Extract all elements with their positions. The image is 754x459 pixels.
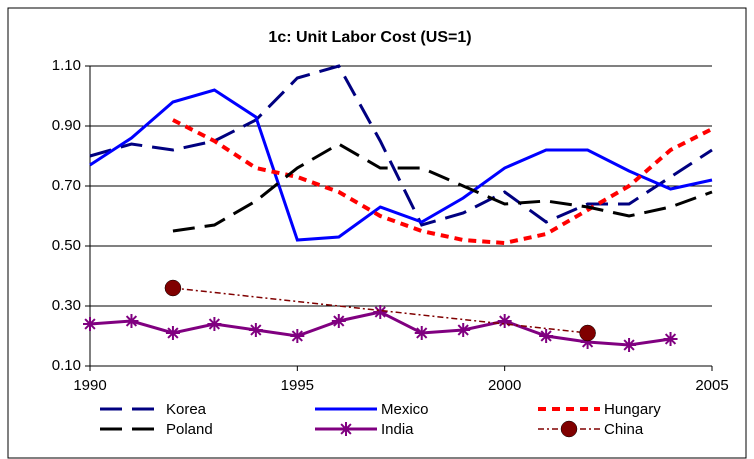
y-tick-label: 1.10 <box>52 57 81 74</box>
chart-border <box>7 7 747 459</box>
y-tick-label: 0.90 <box>52 117 81 134</box>
marker <box>579 324 596 342</box>
x-tick-label: 2005 <box>695 377 728 394</box>
y-tick-label: 0.50 <box>52 237 81 254</box>
marker <box>83 317 97 331</box>
chart-title: 1c: Unit Labor Cost (US=1) <box>268 29 471 46</box>
y-tick-label: 0.30 <box>52 297 81 314</box>
marker <box>331 314 346 328</box>
marker <box>414 326 429 340</box>
x-tick-label: 1990 <box>73 377 106 394</box>
marker <box>497 314 512 328</box>
marker <box>207 317 222 331</box>
marker <box>456 323 471 337</box>
marker <box>539 329 554 343</box>
series-line <box>89 88 713 242</box>
marker <box>622 338 637 352</box>
marker <box>580 335 595 349</box>
x-tick-label: 1995 <box>281 377 314 394</box>
legend-marker <box>339 422 353 436</box>
legend-label: China <box>604 421 644 438</box>
series-line <box>89 64 713 227</box>
marker <box>124 314 139 328</box>
x-tick-label: 2000 <box>488 377 521 394</box>
series-line <box>172 142 713 233</box>
y-tick-label: 0.10 <box>52 357 81 374</box>
series-line <box>172 118 713 246</box>
marker <box>290 329 305 343</box>
legend-marker <box>560 420 578 438</box>
marker <box>164 279 182 297</box>
marker <box>373 305 388 319</box>
legend-label: India <box>381 421 414 438</box>
legend-label: Poland <box>166 421 213 438</box>
marker <box>663 332 678 346</box>
legend-label: Korea <box>166 401 207 418</box>
marker <box>248 323 263 337</box>
legend-label: Mexico <box>381 401 429 418</box>
legend-label: Hungary <box>604 401 661 418</box>
marker <box>165 326 180 340</box>
y-tick-label: 0.70 <box>52 177 81 194</box>
